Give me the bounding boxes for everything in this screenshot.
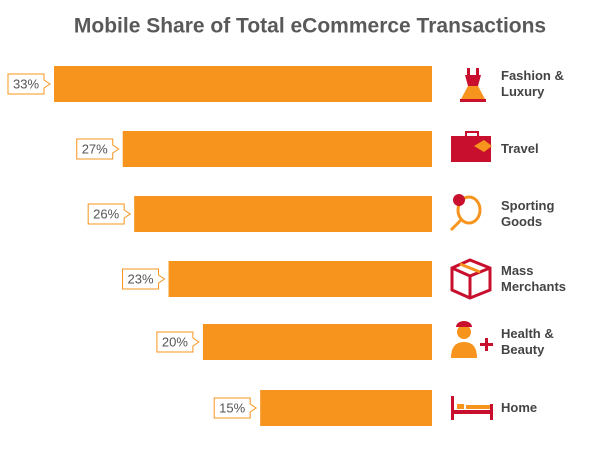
bar [134, 196, 432, 232]
label-box [76, 138, 120, 160]
label-box [213, 397, 258, 419]
bar [54, 66, 432, 102]
category-label: Travel [501, 141, 539, 156]
icon-home [451, 396, 493, 420]
category-label: Sporting Goods [501, 198, 555, 229]
value-label: 33% [13, 76, 39, 91]
category-label: Home [501, 400, 538, 415]
icon-travel [451, 131, 492, 162]
bar [122, 131, 433, 167]
value-label: 27% [82, 141, 108, 156]
bar [168, 261, 432, 297]
value-label: 20% [162, 334, 188, 349]
label-box [87, 203, 132, 225]
value-label: 23% [128, 271, 154, 286]
label-box [156, 331, 200, 353]
icon-fashion [460, 68, 486, 102]
category-label: Mass Merchants [501, 263, 567, 294]
category-label: Fashion & Luxury [501, 68, 564, 99]
value-label: 26% [93, 206, 119, 221]
icon-health [451, 321, 493, 358]
value-label: 15% [219, 400, 245, 415]
label-box [7, 73, 51, 95]
bar [260, 390, 432, 426]
bar [202, 324, 432, 360]
category-label: Health & Beauty [501, 326, 554, 357]
icon-box [450, 258, 492, 300]
icon-sporting [449, 194, 482, 232]
label-box [122, 268, 166, 290]
chart-title: Mobile Share of Total eCommerce Transact… [74, 15, 546, 38]
